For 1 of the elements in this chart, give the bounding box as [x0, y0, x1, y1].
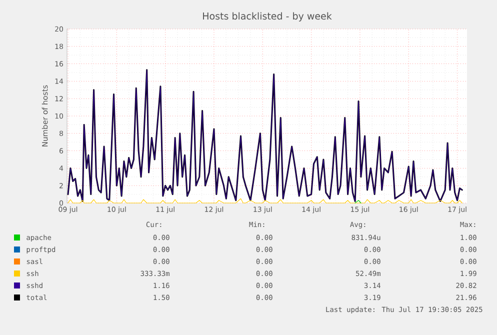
- chart-title: Hosts blacklisted - by week: [203, 12, 332, 22]
